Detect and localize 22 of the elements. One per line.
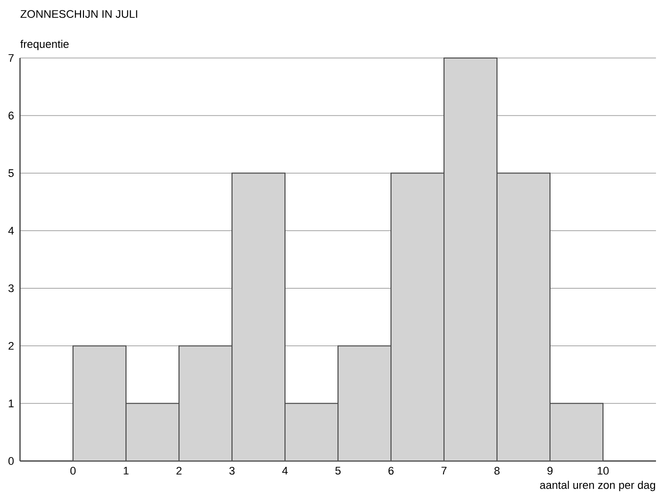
x-tick-label: 0 [70,466,76,475]
x-tick-label: 3 [229,466,235,475]
x-tick-label: 10 [598,466,609,475]
x-tick-label: 2 [176,466,182,475]
x-tick-label: 9 [547,466,553,475]
x-tick-label: 5 [335,466,341,475]
y-tick-label: 2 [8,342,14,350]
y-tick-label: 0 [8,457,14,465]
x-tick-label: 1 [124,466,129,474]
y-tick-label: 5 [8,169,14,177]
y-tick-label: 6 [8,112,14,120]
y-tick-label: 1 [8,400,14,408]
y-tick-label: 4 [8,226,14,234]
x-tick-label: 4 [282,466,288,474]
x-tick-label: 7 [442,466,447,474]
x-tick-label: 8 [494,466,500,475]
y-tick-label: 7 [8,54,14,62]
y-tick-label: 3 [8,284,14,292]
y-axis-title: frequentie [20,40,69,50]
chart-title: ZONNESCHIJN IN JULI [20,10,138,18]
x-tick-label: 6 [388,466,394,475]
x-axis-title: aantal uren zon per dag [540,480,656,492]
